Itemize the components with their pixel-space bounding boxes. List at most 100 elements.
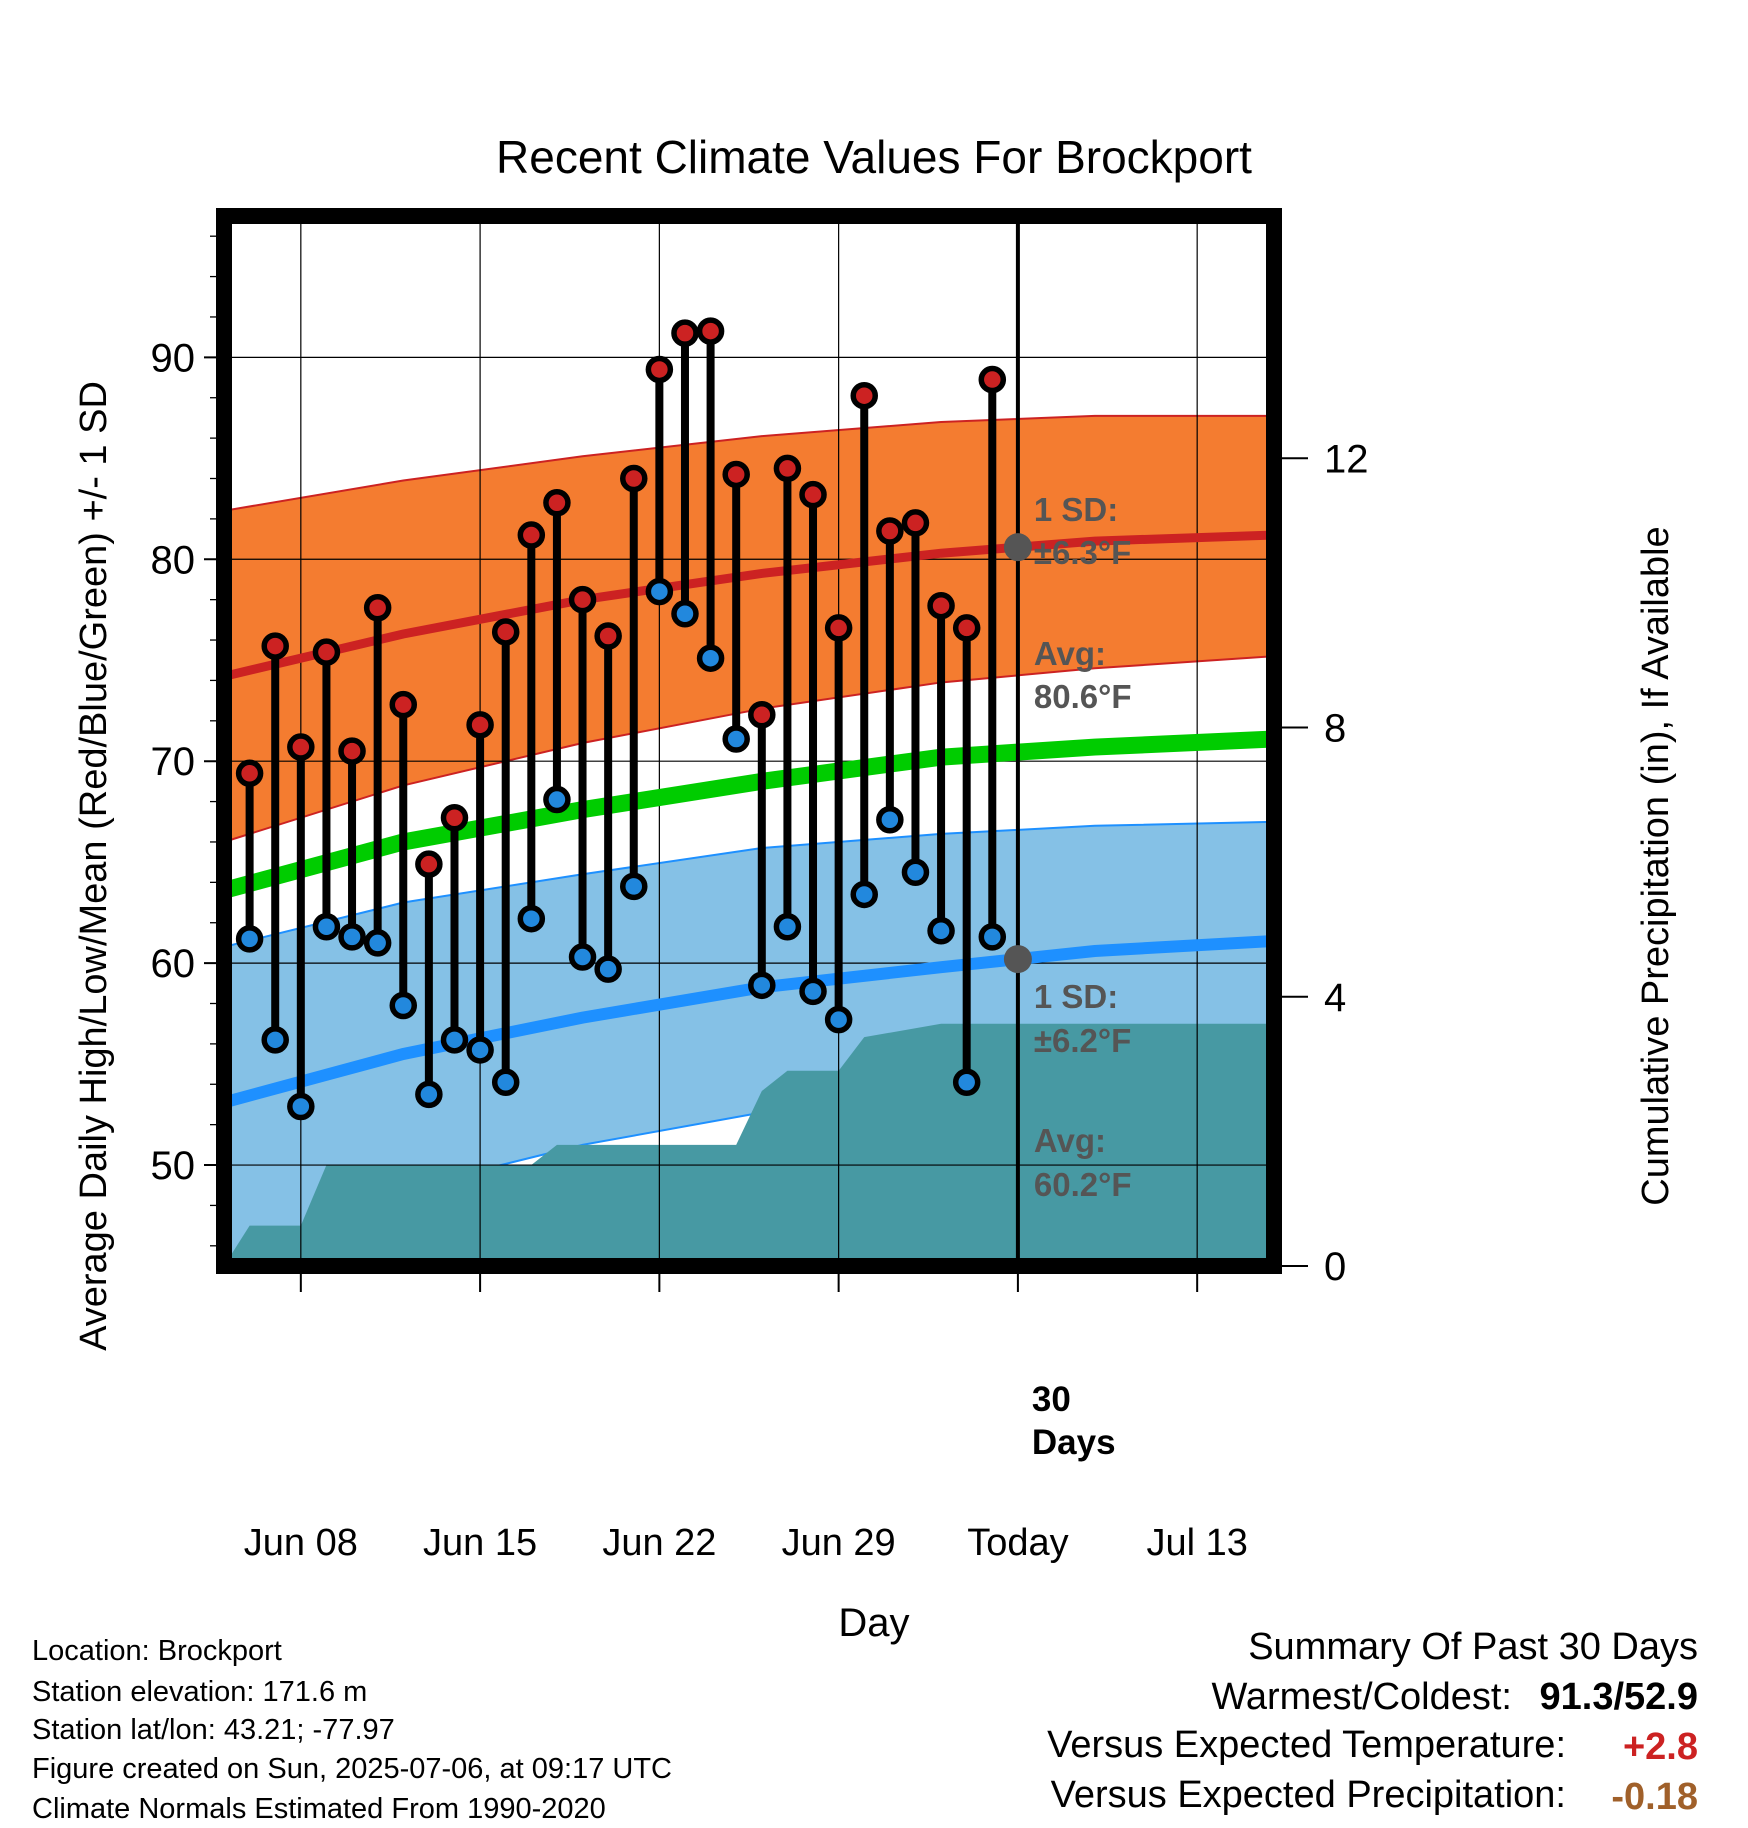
- high-temp-point: [876, 517, 904, 545]
- temp-anomaly-label: Versus Expected Temperature:: [1047, 1724, 1566, 1766]
- high-temp-point: [543, 488, 571, 517]
- high-temp-point: [620, 464, 648, 493]
- low-temp-point: [645, 577, 674, 606]
- y2-tick-label: 4: [1324, 976, 1346, 1020]
- y-tick-label: 80: [151, 538, 196, 582]
- created-text: Figure created on Sun, 2025-07-06, at 09…: [32, 1753, 672, 1785]
- high-temp-point: [773, 454, 802, 483]
- low-temp-point: [952, 1068, 981, 1096]
- high-temp-point: [978, 365, 1007, 394]
- low-temp-point: [978, 923, 1007, 951]
- x-axis-label: Day: [838, 1601, 909, 1645]
- x-tick-label: Today: [967, 1522, 1068, 1564]
- low-temp-point: [824, 1005, 853, 1034]
- low-temp-point: [389, 991, 418, 1020]
- summary-title: Summary Of Past 30 Days: [1248, 1626, 1698, 1668]
- high-temp-point: [235, 759, 264, 788]
- high-avg-label: Avg:: [1034, 635, 1106, 672]
- low-temp-point: [261, 1026, 289, 1054]
- low-temp-point: [799, 977, 827, 1006]
- high-temp-point: [952, 614, 981, 642]
- warm-cold-value: 91.3/52.9: [1539, 1676, 1698, 1718]
- precip-anomaly-label: Versus Expected Precipitation:: [1050, 1774, 1566, 1816]
- high-avg-marker: [1003, 533, 1032, 562]
- high-temp-point: [799, 480, 827, 509]
- y2-tick-label: 0: [1324, 1245, 1346, 1289]
- low-temp-point: [338, 923, 366, 951]
- low-temp-point: [312, 913, 341, 941]
- low-temp-point: [363, 929, 392, 957]
- period-label-line1: 30: [1032, 1380, 1071, 1419]
- high-temp-point: [338, 737, 366, 765]
- low-temp-point: [696, 644, 725, 672]
- low-temp-point: [748, 971, 776, 1000]
- high-avg-value: 80.6°F: [1034, 678, 1132, 715]
- low-temp-point: [620, 872, 648, 901]
- high-sd-label: 1 SD:: [1034, 491, 1118, 528]
- high-temp-point: [466, 711, 494, 739]
- low-temp-point: [568, 943, 597, 971]
- x-tick-label: Jun 08: [244, 1522, 358, 1564]
- temp-anomaly-value: +2.8: [1622, 1726, 1698, 1768]
- low-sd-value: ±6.2°F: [1034, 1022, 1131, 1059]
- x-tick-label: Jun 29: [782, 1522, 896, 1564]
- high-temp-point: [287, 733, 315, 761]
- high-temp-point: [312, 638, 341, 666]
- warm-cold-label: Warmest/Coldest:: [1211, 1676, 1512, 1718]
- low-avg-label: Avg:: [1034, 1122, 1106, 1159]
- high-temp-point: [363, 593, 392, 622]
- precip-anomaly-value: -0.18: [1611, 1776, 1698, 1818]
- precipitation-area: [224, 1023, 1274, 1266]
- high-temp-point: [645, 355, 674, 384]
- low-temp-point: [876, 806, 904, 834]
- low-temp-point: [594, 955, 622, 983]
- normals-text: Climate Normals Estimated From 1990-2020: [32, 1793, 606, 1825]
- high-temp-point: [927, 591, 955, 620]
- high-temp-point: [594, 622, 622, 650]
- high-temp-point: [748, 701, 776, 729]
- high-temp-point: [671, 319, 699, 347]
- x-tick-label: Jun 15: [423, 1522, 537, 1564]
- high-temp-point: [415, 850, 443, 878]
- latlon-text: Station lat/lon: 43.21; -77.97: [32, 1714, 395, 1746]
- high-temp-point: [901, 509, 930, 537]
- y-tick-label: 60: [151, 942, 196, 986]
- plot-area: 1 SD: ±6.3°F Avg: 80.6°F 1 SD: ±6.2°F Avg: 60.2…: [151, 208, 1369, 1564]
- low-temp-point: [491, 1068, 520, 1096]
- low-temp-point: [671, 600, 699, 628]
- low-temp-point: [850, 880, 878, 909]
- high-temp-point: [389, 690, 418, 719]
- low-temp-point: [773, 913, 802, 941]
- low-sd-label: 1 SD:: [1034, 978, 1118, 1015]
- high-temp-point: [440, 803, 469, 832]
- high-sd-value: ±6.3°F: [1034, 534, 1131, 571]
- y-axis-label: Average Daily High/Low/Mean (Red/Blue/Gr…: [73, 381, 115, 1351]
- low-temp-point: [466, 1036, 494, 1064]
- low-temp-point: [927, 917, 955, 945]
- high-temp-point: [850, 381, 878, 410]
- low-temp-point: [901, 858, 930, 886]
- high-normal-line: [224, 530, 1274, 681]
- y2-axis-label: Cumulative Precipitation (in), If Availa…: [1635, 526, 1677, 1205]
- low-temp-point: [415, 1080, 443, 1109]
- y-tick-label: 50: [151, 1144, 196, 1188]
- low-avg-marker: [1003, 945, 1032, 974]
- x-tick-label: Jun 22: [602, 1522, 716, 1564]
- low-temp-point: [287, 1092, 315, 1121]
- high-temp-point: [696, 317, 725, 345]
- low-temp-point: [543, 785, 571, 814]
- high-temp-point: [824, 614, 853, 642]
- y2-tick-label: 8: [1324, 707, 1346, 751]
- low-temp-point: [517, 904, 546, 933]
- plot-frame: [216, 208, 1282, 1274]
- y-tick-label: 70: [151, 740, 196, 784]
- high-temp-point: [568, 585, 597, 614]
- low-temp-point: [440, 1026, 469, 1054]
- low-temp-point: [722, 725, 750, 753]
- low-avg-value: 60.2°F: [1034, 1166, 1132, 1203]
- high-temp-point: [722, 460, 750, 489]
- location-text: Location: Brockport: [32, 1635, 282, 1667]
- high-temp-point: [491, 618, 520, 646]
- high-temp-point: [517, 521, 546, 549]
